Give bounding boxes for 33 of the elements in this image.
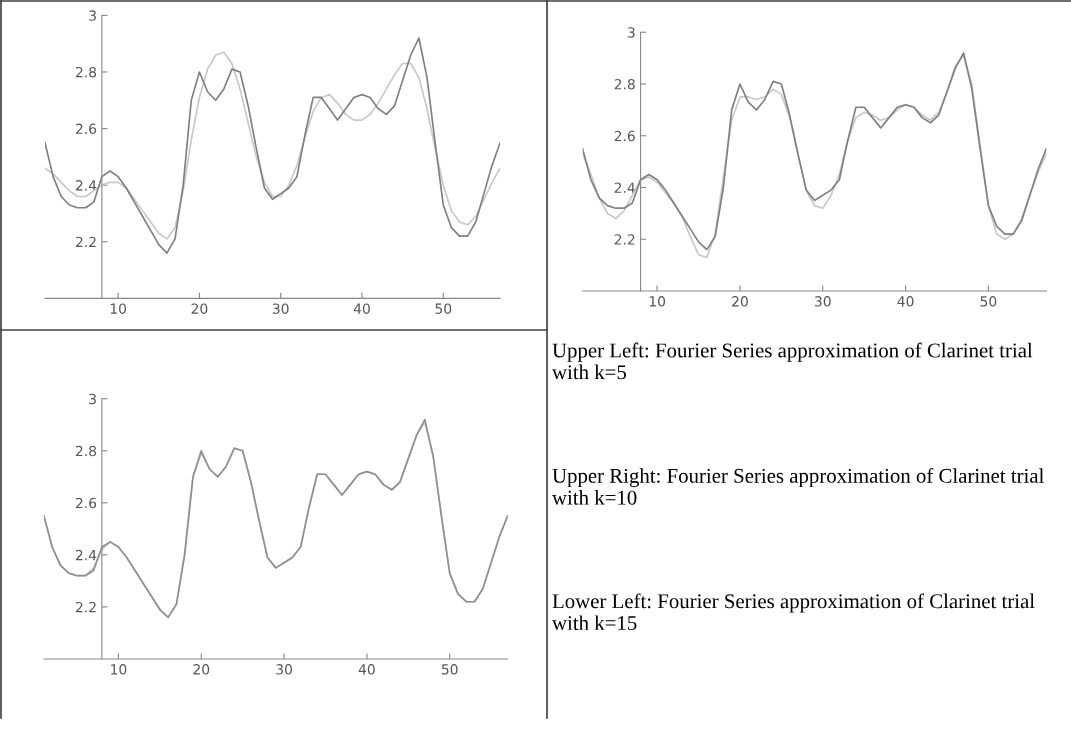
x-tick-label: 10 bbox=[649, 296, 666, 307]
x-tick-label: 20 bbox=[732, 296, 748, 307]
x-tick-label: 40 bbox=[358, 664, 375, 675]
x-tick-label: 30 bbox=[272, 303, 289, 314]
y-tick-label: 2.8 bbox=[75, 445, 97, 457]
x-tick-label: 20 bbox=[191, 303, 208, 314]
y-tick-label: 2.4 bbox=[75, 180, 97, 191]
text: Upper Left: Fourier Series approximation of Clarinet trial with k=5 bbox=[552, 342, 1033, 380]
y-tick-label: 2.4 bbox=[75, 549, 97, 561]
y-tick-label: 2.8 bbox=[614, 78, 635, 90]
text: Lower Left: Fourier Series approximation of Clarinet trial with k=15 bbox=[552, 593, 1035, 631]
y-tick-label: 2.2 bbox=[75, 236, 96, 248]
y-tick-label: 2.2 bbox=[75, 601, 96, 613]
y-tick-label: 2.6 bbox=[75, 497, 97, 509]
x-tick-label: 40 bbox=[897, 296, 914, 307]
y-tick-label: 2.4 bbox=[614, 182, 635, 193]
y-tick-label: 2.6 bbox=[75, 123, 97, 135]
y-tick-label: 2.2 bbox=[614, 234, 635, 245]
x-tick-label: 30 bbox=[815, 296, 831, 307]
y-tick-label: 3 bbox=[89, 10, 96, 21]
x-tick-label: 50 bbox=[980, 296, 997, 307]
x-tick-label: 30 bbox=[276, 664, 292, 675]
x-tick-label: 10 bbox=[111, 664, 127, 675]
y-tick-label: 2.8 bbox=[75, 66, 97, 78]
x-tick-label: 40 bbox=[353, 303, 370, 314]
x-tick-label: 20 bbox=[193, 664, 210, 675]
y-tick-label: 3 bbox=[627, 27, 635, 38]
x-tick-label: 50 bbox=[435, 303, 452, 314]
y-tick-label: 2.6 bbox=[614, 130, 635, 142]
y-tick-label: 3 bbox=[89, 393, 96, 405]
text: Upper Right: Fourier Series approximation of Clarinet trial with k=10 bbox=[552, 468, 1044, 505]
x-tick-label: 10 bbox=[110, 303, 127, 314]
x-tick-label: 50 bbox=[441, 664, 458, 675]
